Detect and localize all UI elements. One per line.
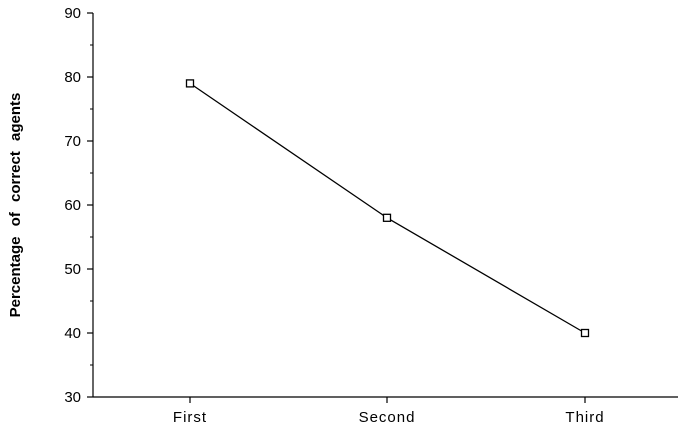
x-tick-label-first: First: [173, 409, 207, 426]
data-point-second: [382, 213, 392, 222]
x-tick-label-third: Third: [565, 409, 604, 426]
x-tick-label-second: Second: [359, 409, 416, 426]
y-tick-label: 70: [64, 133, 81, 150]
series-layer: [185, 79, 590, 338]
y-axis-title: Percentage of correct agents: [7, 93, 24, 318]
y-tick-label: 30: [64, 389, 81, 406]
y-axis-ticks: 30 40 50 60 70 80 90: [64, 5, 93, 406]
series-line: [189, 82, 586, 334]
y-tick-label: 60: [64, 197, 81, 214]
y-tick-label: 50: [64, 261, 81, 278]
y-tick-label: 80: [64, 69, 81, 86]
data-point-third: [580, 328, 590, 338]
y-tick-label: 40: [64, 325, 81, 342]
x-axis-ticks: First Second Third: [173, 397, 604, 426]
data-point-first: [185, 79, 195, 88]
y-tick-label: 90: [64, 5, 81, 22]
